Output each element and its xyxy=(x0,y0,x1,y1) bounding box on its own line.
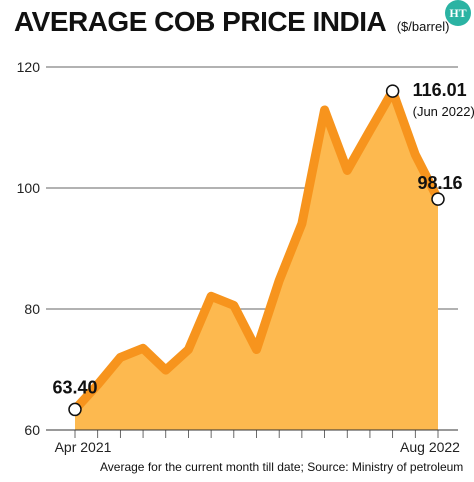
y-tick-label-100: 100 xyxy=(17,180,41,196)
data-label-14: 116.01 xyxy=(413,80,467,100)
data-label-16: 98.16 xyxy=(417,173,462,193)
chart-title: AVERAGE COB PRICE INDIA ($/barrel) xyxy=(14,6,449,38)
y-tick-label-60: 60 xyxy=(24,422,40,438)
ht-logo-icon: HT xyxy=(445,0,471,26)
y-tick-label-120: 120 xyxy=(17,59,41,75)
chart-title-text: AVERAGE COB PRICE INDIA xyxy=(14,6,387,37)
data-marker-16 xyxy=(431,192,445,206)
logo-text: HT xyxy=(449,5,467,20)
data-label-0: 63.40 xyxy=(52,377,97,397)
data-marker-0 xyxy=(68,402,82,417)
area-fill xyxy=(75,91,438,431)
x-tick-label-end: Aug 2022 xyxy=(400,439,460,455)
series-line xyxy=(70,86,443,414)
y-tick-label-80: 80 xyxy=(24,301,40,317)
x-tick-label-start: Apr 2021 xyxy=(55,439,112,455)
data-marker-14 xyxy=(385,84,400,98)
chart-unit-label: ($/barrel) xyxy=(396,19,450,34)
source-note: Average for the current month till date;… xyxy=(100,460,464,474)
data-sublabel-14: (Jun 2022) xyxy=(413,104,474,119)
